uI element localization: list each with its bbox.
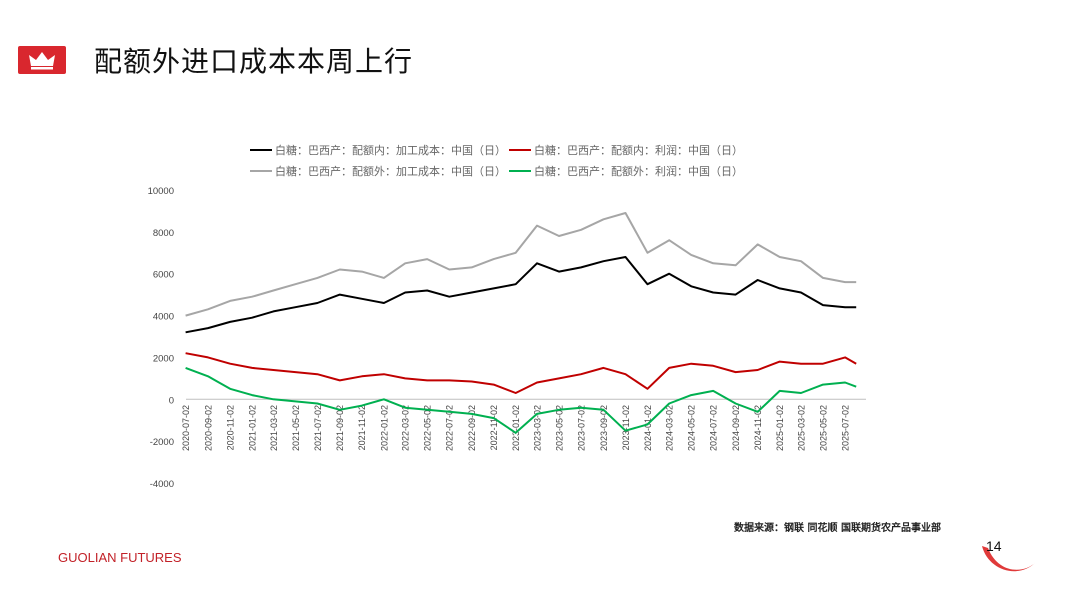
crown-icon xyxy=(29,52,55,70)
x-tick-label: 2022-03-02 xyxy=(401,405,411,451)
legend-item-red: 白糖：巴西产：配额内：利润：中国（日） xyxy=(509,142,743,158)
legend-row-1: 白糖：巴西产：配额内：加工成本：中国（日） 白糖：巴西产：配额内：利润：中国（日… xyxy=(250,139,746,160)
x-tick-label: 2022-07-02 xyxy=(445,405,455,451)
page-title: 配额外进口成本本周上行 xyxy=(94,45,414,78)
y-tick-label: -4000 xyxy=(150,479,174,490)
x-tick-label: 2025-03-02 xyxy=(796,405,806,451)
chart-legend: 白糖：巴西产：配额内：加工成本：中国（日） 白糖：巴西产：配额内：利润：中国（日… xyxy=(250,139,746,181)
legend-label: 白糖：巴西产：配额外：加工成本：中国（日） xyxy=(275,164,506,178)
y-tick-label: 2000 xyxy=(153,353,174,364)
x-tick-label: 2022-11-02 xyxy=(489,405,499,450)
x-tick-label: 2023-07-02 xyxy=(576,405,586,451)
x-tick-label: 2024-07-02 xyxy=(709,405,719,451)
x-tick-label: 2022-09-02 xyxy=(467,405,477,451)
x-tick-label: 2025-05-02 xyxy=(818,405,828,451)
series-line-4 xyxy=(185,366,857,434)
x-tick-label: 2023-03-02 xyxy=(532,405,542,451)
x-tick-label: 2025-01-02 xyxy=(775,405,785,451)
x-tick-label: 2020-07-02 xyxy=(181,405,191,451)
series-line-2 xyxy=(185,352,857,394)
x-tick-label: 2023-01-02 xyxy=(511,405,521,451)
x-tick-label: 2025-07-02 xyxy=(840,405,850,451)
x-tick-label: 2021-01-02 xyxy=(247,405,257,451)
x-tick-label: 2023-11-02 xyxy=(621,405,631,450)
x-tick-label: 2024-03-02 xyxy=(665,405,675,451)
x-tick-label: 2023-09-02 xyxy=(599,405,609,451)
brand-name: GUOLIAN FUTURES xyxy=(58,550,182,565)
page-number: 14 xyxy=(986,538,1002,554)
y-tick-label: 10000 xyxy=(148,186,174,197)
y-tick-label: 0 xyxy=(169,395,174,406)
x-tick-label: 2022-01-02 xyxy=(379,405,389,451)
x-tick-label: 2024-05-02 xyxy=(687,405,697,451)
x-tick-label: 2021-07-02 xyxy=(313,405,323,451)
legend-label: 白糖：巴西产：配额外：利润：中国（日） xyxy=(534,164,743,178)
x-tick-label: 2020-09-02 xyxy=(203,405,213,451)
legend-item-gray: 白糖：巴西产：配额外：加工成本：中国（日） xyxy=(250,163,506,179)
y-tick-label: 8000 xyxy=(153,228,174,239)
series-line-3 xyxy=(185,212,857,317)
x-tick-label: 2024-01-02 xyxy=(643,405,653,451)
legend-swatch-green xyxy=(509,169,531,172)
swoosh-icon xyxy=(982,546,1036,572)
x-tick-label: 2022-05-02 xyxy=(423,405,433,451)
logo-badge xyxy=(18,46,66,74)
x-tick-label: 2021-05-02 xyxy=(291,405,301,451)
legend-item-green: 白糖：巴西产：配额外：利润：中国（日） xyxy=(509,163,743,179)
data-source: 数据来源：钢联 同花顺 国联期货农产品事业部 xyxy=(734,523,941,534)
legend-swatch-red xyxy=(509,148,531,151)
y-tick-label: 6000 xyxy=(153,270,174,281)
y-tick-label: 4000 xyxy=(153,312,174,323)
legend-swatch-black xyxy=(250,148,272,151)
legend-swatch-gray xyxy=(250,169,272,172)
x-tick-label: 2020-11-02 xyxy=(225,405,235,450)
x-tick-label: 2024-09-02 xyxy=(731,405,741,451)
legend-item-black: 白糖：巴西产：配额内：加工成本：中国（日） xyxy=(250,142,506,158)
legend-row-2: 白糖：巴西产：配额外：加工成本：中国（日） 白糖：巴西产：配额外：利润：中国（日… xyxy=(250,160,746,181)
legend-label: 白糖：巴西产：配额内：加工成本：中国（日） xyxy=(275,143,506,157)
series-line-1 xyxy=(185,256,857,334)
x-tick-label: 2023-05-02 xyxy=(554,405,564,451)
y-tick-label: -2000 xyxy=(150,437,174,448)
x-tick-label: 2021-09-02 xyxy=(335,405,345,451)
legend-label: 白糖：巴西产：配额内：利润：中国（日） xyxy=(534,143,743,157)
x-tick-label: 2021-11-02 xyxy=(357,405,367,450)
x-tick-label: 2021-03-02 xyxy=(269,405,279,451)
x-tick-label: 2024-11-02 xyxy=(753,405,763,450)
